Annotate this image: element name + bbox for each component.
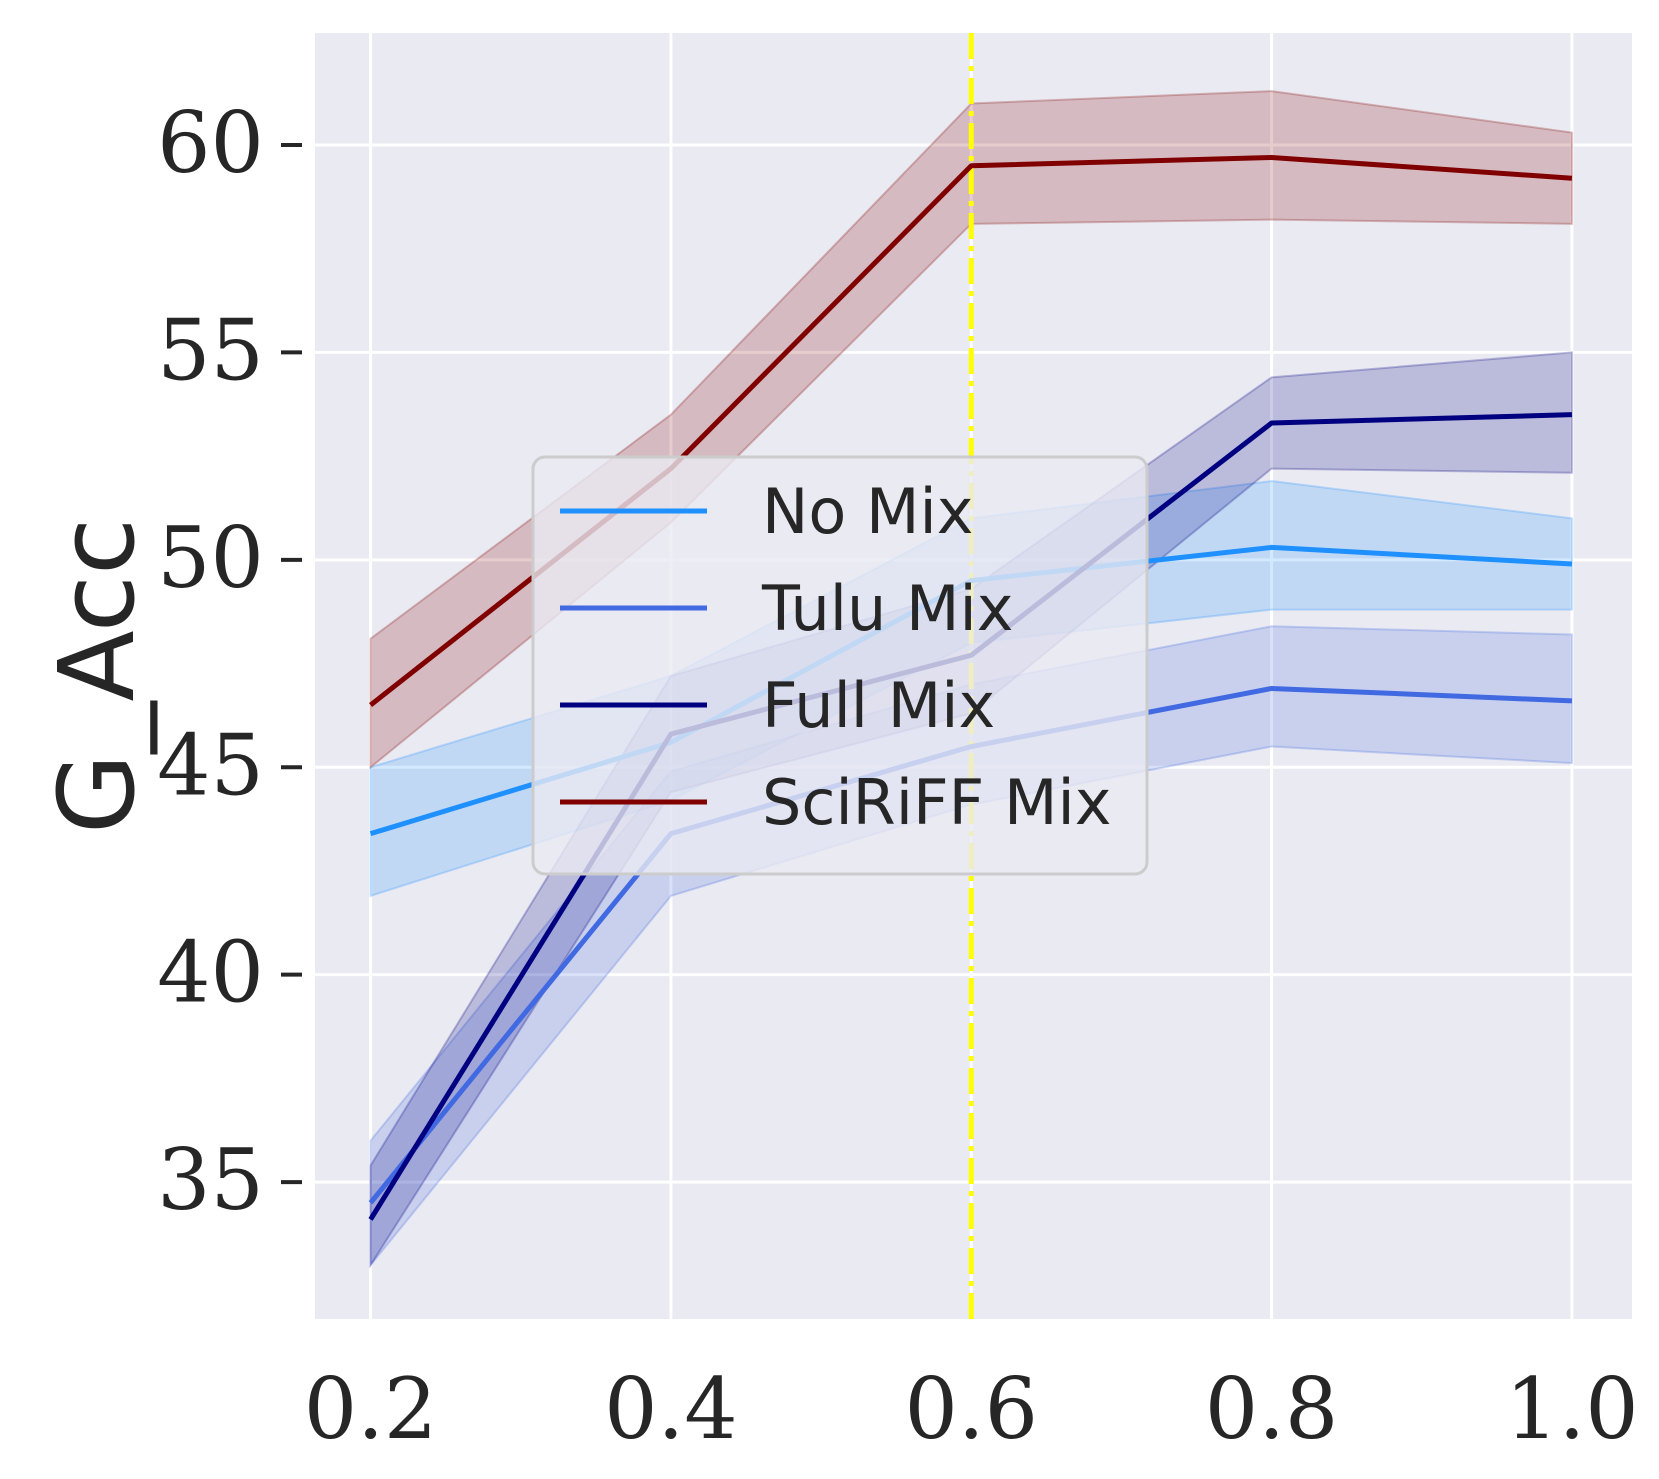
y-axis-label: G_Acc: [36, 518, 158, 834]
x-tick-label: 0.4: [604, 1360, 738, 1458]
legend-label-no-mix: No Mix: [762, 475, 973, 548]
x-tick-label: 0.2: [304, 1360, 438, 1458]
legend-label-full-mix: Full Mix: [762, 669, 995, 742]
legend-box: [531, 455, 1149, 876]
x-tick-label: 0.8: [1205, 1360, 1339, 1458]
x-tick-label: 1.0: [1505, 1360, 1639, 1458]
y-tick-label: 45: [157, 716, 264, 814]
legend-label-tulu-mix: Tulu Mix: [761, 572, 1013, 645]
y-tick-label: 35: [157, 1131, 264, 1229]
y-tick-label: 55: [157, 301, 264, 399]
legend-label-sciriff-mix: SciRiFF Mix: [762, 766, 1111, 839]
y-tick-label: 60: [157, 94, 264, 192]
x-tick-label: 0.6: [904, 1360, 1038, 1458]
axes: 35 40 45 50 55 60 0.2 0.4 0.6 0.8 1.0: [157, 94, 1639, 1458]
legend: No Mix Tulu Mix Full Mix SciRiFF Mix: [531, 455, 1149, 876]
y-tick-label: 40: [157, 924, 264, 1022]
y-tick-label: 50: [157, 509, 264, 607]
